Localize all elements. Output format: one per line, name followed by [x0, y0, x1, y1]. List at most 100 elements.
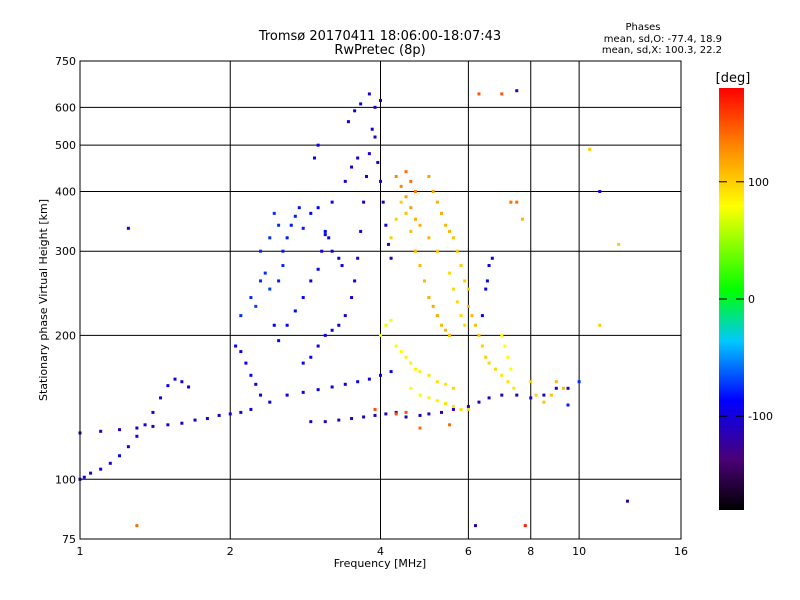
data-point — [477, 400, 481, 404]
data-point — [509, 200, 513, 204]
data-point — [330, 249, 334, 253]
colorbar-tick-label: -100 — [748, 410, 773, 423]
data-point — [466, 407, 470, 411]
colorbar-label: [deg] — [716, 71, 751, 86]
data-point — [346, 120, 350, 124]
y-axis: 75 100 200 300 400 500 600 750 — [55, 55, 76, 546]
data-point — [330, 328, 334, 332]
data-point — [515, 200, 519, 204]
data-point — [309, 420, 313, 424]
data-point — [118, 428, 122, 432]
data-point — [135, 524, 139, 528]
data-point — [337, 418, 341, 422]
data-point — [359, 229, 363, 233]
colorbar-tick-label: 100 — [748, 176, 769, 189]
data-point — [389, 318, 393, 322]
data-point — [418, 264, 422, 268]
data-point — [394, 412, 398, 416]
data-point — [435, 200, 439, 204]
data-point — [108, 461, 112, 465]
data-point — [356, 380, 360, 384]
data-point — [350, 417, 354, 421]
data-point — [281, 264, 285, 268]
data-point — [301, 296, 305, 300]
y-tick-label: 500 — [55, 139, 76, 152]
data-point — [379, 99, 382, 103]
colorbar-ticks: 100 0 -100 — [719, 176, 773, 423]
data-point — [466, 304, 470, 308]
data-point — [99, 467, 103, 471]
data-point — [466, 404, 470, 408]
data-point — [617, 242, 621, 246]
data-point — [254, 382, 258, 386]
data-point — [444, 223, 448, 227]
data-point — [413, 189, 417, 193]
data-point — [330, 200, 334, 204]
data-point — [180, 380, 184, 384]
data-point — [381, 200, 385, 204]
data-point — [343, 179, 347, 183]
data-point — [343, 314, 347, 318]
data-point — [409, 179, 413, 183]
data-point — [598, 323, 602, 327]
data-point — [249, 373, 253, 377]
data-point — [277, 339, 281, 343]
data-point — [373, 135, 377, 139]
data-point — [494, 367, 498, 371]
data-point — [323, 233, 327, 237]
data-point — [301, 226, 305, 230]
y-tick-label: 100 — [55, 473, 76, 486]
data-point — [440, 410, 444, 414]
data-point — [367, 377, 371, 381]
x-tick-label: 1 — [77, 545, 84, 558]
data-point — [323, 333, 327, 337]
y-tick-label: 200 — [55, 329, 76, 342]
data-point — [503, 344, 507, 348]
data-point — [554, 380, 558, 384]
data-point — [487, 396, 491, 400]
data-point — [259, 393, 263, 397]
grid-lines — [80, 61, 681, 539]
data-point — [350, 296, 354, 300]
y-tick-label: 75 — [62, 533, 76, 546]
data-point — [566, 403, 570, 407]
y-tick-label: 750 — [55, 55, 76, 68]
data-point — [99, 429, 103, 433]
data-point — [448, 271, 452, 275]
data-point — [418, 370, 422, 374]
data-point — [413, 367, 417, 371]
data-point — [356, 256, 360, 260]
data-point — [459, 314, 463, 318]
data-point — [228, 412, 232, 416]
data-point — [285, 236, 289, 240]
data-point — [166, 423, 170, 427]
data-point — [549, 393, 553, 397]
data-point — [384, 223, 388, 227]
data-point — [466, 287, 470, 291]
data-point — [386, 242, 390, 246]
data-point — [477, 333, 481, 337]
data-point — [187, 385, 191, 389]
data-point — [249, 296, 253, 300]
data-point — [353, 279, 357, 283]
data-point — [320, 249, 324, 253]
x-tick-label: 8 — [527, 545, 534, 558]
data-point — [500, 92, 504, 96]
data-point — [577, 380, 581, 384]
data-point — [394, 410, 398, 414]
data-point — [435, 399, 439, 403]
data-point — [561, 386, 565, 390]
data-point — [193, 418, 197, 422]
data-point — [277, 223, 281, 227]
data-point — [373, 413, 377, 417]
data-point — [389, 256, 393, 260]
data-point — [399, 184, 403, 188]
data-point — [427, 373, 431, 377]
data-point — [316, 344, 320, 348]
data-point — [350, 165, 354, 169]
data-point — [509, 367, 513, 371]
data-point — [263, 271, 267, 275]
data-point — [463, 279, 467, 283]
data-point — [463, 323, 467, 327]
data-point — [448, 423, 452, 427]
